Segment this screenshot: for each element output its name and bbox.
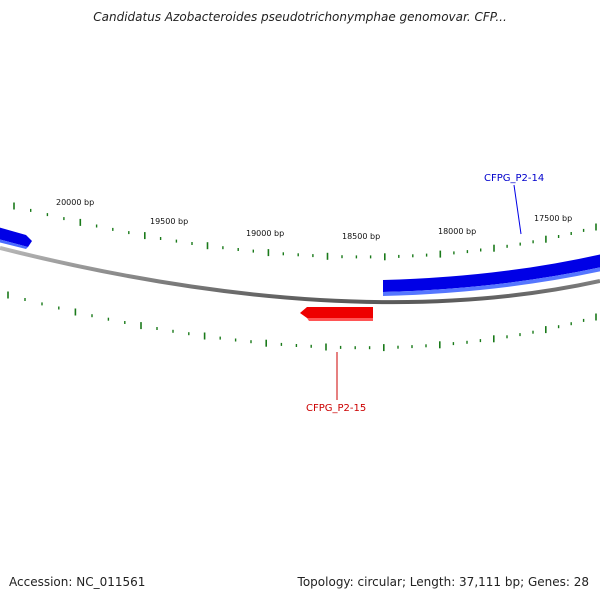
gene-left-forward[interactable] (0, 227, 32, 249)
scale-label-17500: 17500 bp (534, 214, 572, 223)
inner-tick-ring (7, 291, 597, 352)
outer-tick-ring (13, 202, 597, 261)
gene-cfpg-p2-15[interactable] (300, 307, 373, 321)
scale-label-18500: 18500 bp (342, 232, 380, 241)
scale-label-19000: 19000 bp (246, 229, 284, 238)
gene-label-cfpg-p2-14[interactable]: CFPG_P2-14 (484, 173, 544, 184)
accession-text: Accession: NC_011561 (9, 575, 146, 589)
genome-backbone (0, 246, 600, 305)
map-title: Candidatus Azobacteroides pseudotrichony… (93, 10, 507, 24)
scale-label-19500: 19500 bp (150, 217, 188, 226)
leader-line-cfpg-p2-14 (513, 184, 522, 235)
topology-text: Topology: circular; Length: 37,111 bp; G… (297, 575, 589, 589)
scale-label-18000: 18000 bp (438, 227, 476, 236)
scale-label-20000: 20000 bp (56, 198, 94, 207)
gene-cfpg-p2-14[interactable] (383, 254, 600, 296)
gene-label-cfpg-p2-15[interactable]: CFPG_P2-15 (306, 403, 366, 414)
